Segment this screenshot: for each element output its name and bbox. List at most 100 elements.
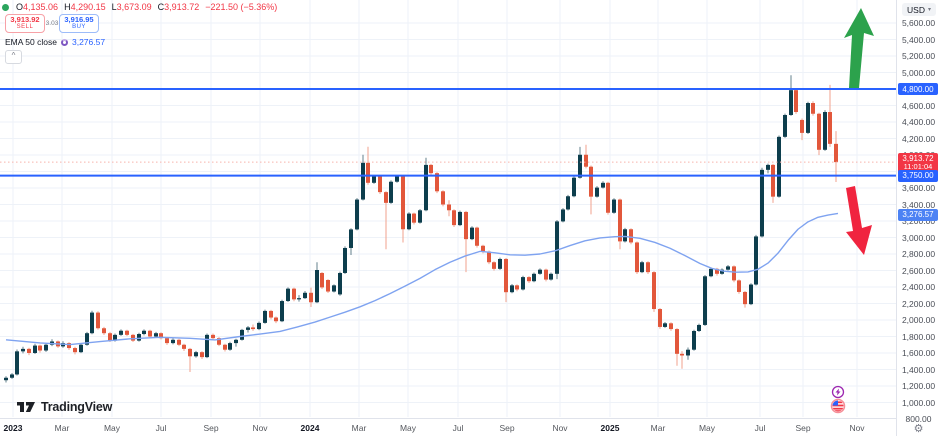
candle-down	[834, 143, 838, 163]
ohlc-low: L3,673.09	[111, 2, 152, 12]
candle-down	[618, 199, 622, 242]
candle-up	[349, 229, 353, 248]
price-tick-label: 2,800.00	[901, 249, 936, 259]
price-tick-label: 1,000.00	[901, 397, 936, 408]
settings-gear-icon[interactable]: ⚙	[913, 423, 924, 435]
collapse-legend-button[interactable]: ^	[5, 50, 22, 64]
time-axis[interactable]: 2023 Mar May Jul Sep Nov 2024 Mar May Jul Sep Nov 20…	[0, 418, 896, 436]
down-arrow-drawing[interactable]	[846, 186, 872, 255]
up-arrow-drawing[interactable]	[844, 8, 874, 88]
candle-up	[555, 221, 559, 274]
candle-up	[532, 273, 536, 282]
candle-down	[177, 339, 181, 345]
candle-down	[251, 327, 255, 330]
candle-down	[794, 90, 798, 113]
candle-down	[800, 119, 804, 133]
candle-down	[492, 262, 496, 269]
price-tick-label: 2,600.00	[901, 265, 936, 276]
sell-button[interactable]: 3,913.92 SELL	[5, 14, 45, 33]
candle-down	[131, 334, 135, 341]
candle-up	[549, 273, 553, 280]
candle-down	[96, 312, 100, 329]
candle-up	[361, 162, 365, 200]
candle-up	[372, 176, 376, 183]
price-change: −221.50 (−5.36%)	[205, 2, 278, 12]
candle-down	[452, 210, 456, 226]
candle-up	[315, 270, 319, 303]
time-tick-label: Nov	[849, 423, 865, 433]
time-tick-label: May	[103, 423, 121, 433]
candle-up	[806, 103, 810, 133]
candle-up	[228, 343, 232, 350]
time-tick-label: Jul	[155, 423, 167, 433]
candle-down	[527, 277, 531, 282]
candle-down	[669, 323, 673, 330]
ohlc-high: H4,290.15	[64, 2, 106, 12]
candle-down	[67, 343, 71, 349]
ohlc-legend: O4,135.06 H4,290.15 L3,673.09 C3,913.72 …	[2, 2, 277, 12]
tradingview-logo[interactable]: TradingView	[16, 399, 112, 414]
price-tick-label: 5,600.00	[901, 18, 936, 28]
candle-up	[90, 312, 94, 334]
time-tick-label: Sep	[499, 423, 515, 433]
ohlc-close: C3,913.72	[157, 2, 200, 12]
candle-down	[125, 330, 129, 335]
candle-up	[623, 229, 627, 242]
time-tick-label: 2024	[300, 423, 320, 433]
candle-up	[521, 277, 525, 290]
candle-down	[646, 262, 650, 273]
candle-down	[401, 176, 405, 230]
price-tick-label: 3,200.00	[901, 216, 936, 226]
candle-down	[38, 345, 42, 351]
time-tick-label: May	[698, 423, 716, 433]
candle-up	[498, 258, 502, 269]
price-tick-label: 3,000.00	[901, 232, 936, 243]
candle-up	[703, 276, 707, 325]
candle-down	[378, 176, 382, 193]
price-tick-label: 3,400.00	[901, 199, 936, 210]
buy-button[interactable]: 3,916.95 BUY	[59, 14, 99, 33]
candle-up	[246, 327, 250, 330]
candle-down	[658, 309, 662, 327]
us-flag-event-icon[interactable]	[830, 398, 846, 414]
candle-down	[652, 272, 656, 310]
chevron-down-icon: ▾	[927, 6, 931, 13]
price-axis[interactable]: USD ▾ 5,600.00 5,400.00 5,200.00 5,000.00 4,…	[896, 0, 940, 436]
flash-event-icon[interactable]	[831, 385, 845, 399]
time-tick-label: 2023	[3, 423, 23, 433]
candle-up	[510, 285, 514, 293]
candle-up	[595, 187, 599, 197]
candle-down	[464, 211, 468, 240]
candle-up	[709, 268, 713, 277]
currency-selector[interactable]: USD ▾	[902, 3, 936, 16]
candle-down	[292, 288, 296, 300]
candle-up	[692, 330, 696, 350]
candle-up	[33, 345, 37, 353]
tradingview-logo-icon	[17, 402, 35, 412]
time-tick-label: 2025	[600, 423, 620, 433]
currency-label: USD	[907, 4, 925, 15]
price-tick-label: 5,000.00	[901, 67, 936, 78]
indicator-legend-row[interactable]: EMA 50 close 3,276.57	[5, 37, 105, 47]
candle-down	[635, 242, 639, 273]
buy-label: BUY	[72, 24, 86, 30]
candle-up	[640, 262, 644, 273]
candle-up	[470, 227, 474, 240]
candle-up	[171, 339, 175, 344]
candle-up	[154, 333, 158, 337]
candle-up	[4, 377, 8, 381]
candle-down	[771, 164, 775, 197]
candle-down	[429, 164, 433, 174]
candle-up	[572, 177, 576, 197]
sell-price: 3,913.92	[10, 15, 40, 24]
candle-up	[458, 211, 462, 226]
candle-down	[475, 227, 479, 246]
time-tick-label: Nov	[552, 423, 568, 433]
candle-up	[137, 334, 141, 341]
sell-label: SELL	[16, 24, 34, 30]
candle-up	[332, 285, 336, 292]
candle-down	[715, 268, 719, 274]
last-price-badge: 3,913.72 11:01:04	[898, 152, 938, 174]
candle-up	[21, 348, 25, 352]
